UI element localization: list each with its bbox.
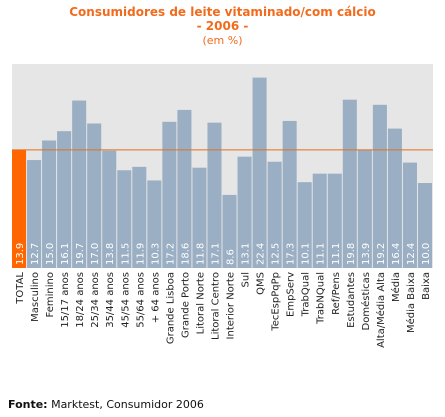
category-label: Interior Norte	[226, 272, 237, 339]
source-label: Fonte:	[8, 398, 48, 411]
bar	[192, 167, 207, 268]
category-label: Alta/Média Alta	[375, 272, 387, 348]
category-label: 18/24 anos	[75, 272, 86, 328]
category-label: QMS	[256, 272, 267, 295]
value-label: 15.0	[45, 243, 56, 265]
bar	[42, 140, 57, 268]
bar	[282, 120, 297, 268]
bar	[207, 122, 222, 269]
bar	[87, 123, 102, 268]
category-label: Ref/Pens	[331, 272, 342, 315]
value-label: 13.1	[241, 243, 252, 265]
value-label: 17.2	[165, 243, 176, 265]
category-label: TecEspPqPp	[271, 272, 282, 332]
source-note: Fonte: Marktest, Consumidor 2006	[8, 398, 204, 411]
category-label: Grande Lisboa	[165, 272, 176, 344]
category-label: 25/34 anos	[90, 272, 101, 328]
value-label: 19.8	[346, 243, 357, 265]
source-text: Marktest, Consumidor 2006	[51, 398, 204, 411]
value-label: 11.1	[316, 243, 327, 265]
category-label: Estudantes	[346, 272, 357, 328]
bar	[252, 77, 267, 268]
bar	[147, 180, 162, 268]
bar	[57, 131, 72, 268]
bar	[402, 162, 417, 268]
value-label: 18.6	[180, 243, 191, 265]
value-label: 12.5	[271, 243, 282, 265]
value-label: 19.7	[75, 243, 86, 265]
bar-highlight	[12, 149, 27, 268]
value-label: 13.8	[105, 243, 116, 265]
bar	[27, 160, 42, 268]
value-label: 11.9	[135, 243, 146, 265]
bar	[222, 194, 237, 268]
category-label: Média	[390, 272, 402, 302]
category-label: 35/44 anos	[105, 272, 116, 328]
bar	[132, 166, 147, 268]
value-label: 10.0	[421, 243, 432, 265]
bar	[72, 100, 87, 268]
chart-unit: (em %)	[202, 34, 243, 47]
category-label: 55/64 anos	[135, 272, 146, 328]
value-label: 16.4	[391, 243, 402, 265]
bar	[342, 99, 357, 268]
bar	[417, 183, 432, 268]
bar	[117, 170, 132, 268]
category-label: EmpServ	[286, 272, 297, 317]
category-label: Litoral Centro	[210, 272, 221, 340]
bar	[267, 161, 282, 268]
bar	[327, 173, 342, 268]
value-label: 12.7	[30, 243, 41, 265]
value-label: 17.3	[286, 243, 297, 265]
category-label: 45/54 anos	[120, 272, 131, 328]
category-label: TrabNQual	[316, 272, 327, 325]
value-label: 13.9	[15, 243, 26, 265]
value-label: 12.4	[406, 243, 417, 265]
bar	[297, 182, 312, 268]
value-label: 17.0	[90, 243, 101, 265]
category-label: TrabQual	[301, 272, 312, 317]
chart-title: Consumidores de leite vitaminado/com cál…	[69, 5, 376, 19]
value-label: 19.2	[376, 243, 387, 265]
chart-subtitle: - 2006 -	[196, 19, 249, 33]
category-label: Feminino	[45, 272, 56, 317]
bar	[372, 104, 387, 268]
value-label: 16.1	[60, 243, 71, 265]
value-label: 11.5	[120, 243, 131, 265]
bar	[102, 150, 117, 268]
bar	[387, 128, 402, 268]
value-label: 13.9	[361, 243, 372, 265]
category-label: Domésticas	[360, 272, 372, 330]
category-label: Litoral Norte	[195, 272, 206, 334]
bar	[357, 149, 372, 268]
bar	[162, 121, 177, 268]
category-label: TOTAL	[15, 272, 26, 305]
value-label: 17.1	[210, 243, 221, 265]
category-label: Sul	[241, 272, 252, 287]
value-label: 22.4	[256, 243, 267, 265]
value-label: 10.3	[150, 243, 161, 265]
category-label: Grande Porto	[180, 272, 191, 338]
bar	[237, 156, 252, 268]
category-label: Baixa	[421, 272, 432, 300]
category-label: + 64 anos	[150, 272, 161, 323]
value-label: 11.1	[331, 243, 342, 265]
category-label: 15/17 anos	[60, 272, 71, 328]
value-label: 11.8	[195, 243, 206, 265]
value-label: 8.6	[226, 249, 237, 265]
category-label: Masculino	[30, 272, 41, 322]
bar	[312, 173, 327, 268]
value-label: 10.1	[301, 243, 312, 265]
category-label: Média Baixa	[405, 272, 417, 333]
